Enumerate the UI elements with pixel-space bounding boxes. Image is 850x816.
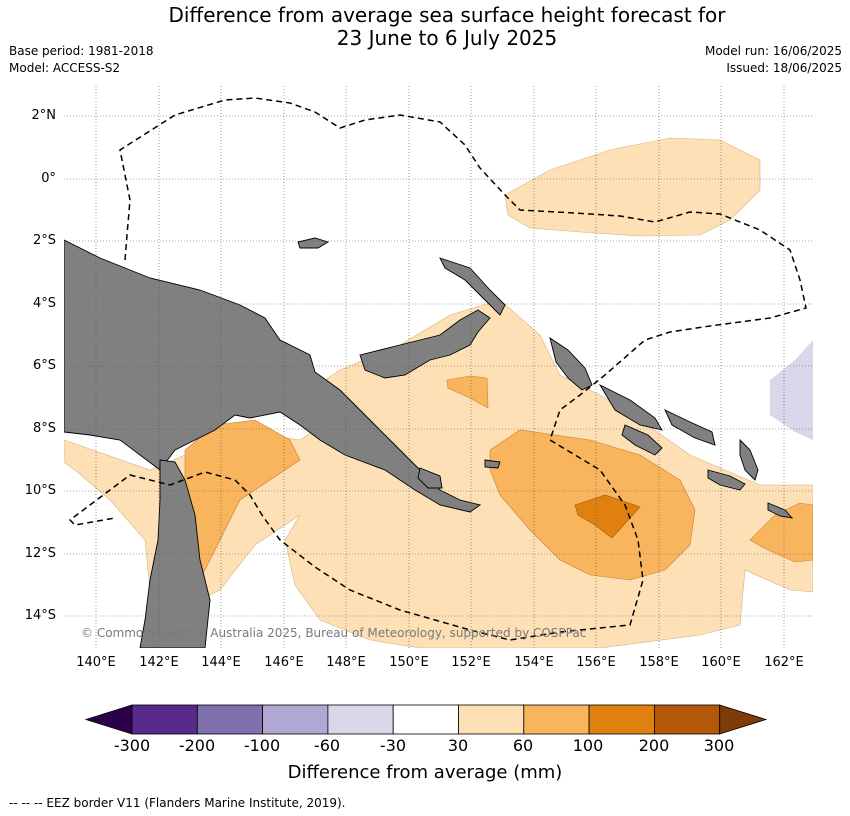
lat-label-2n: 2°N <box>31 108 57 123</box>
lon-label-156e: 156°E <box>576 655 616 670</box>
solomon-islands-central <box>598 383 663 431</box>
bougainville-island <box>549 336 593 391</box>
colorbar-tick-label: 200 <box>638 736 670 755</box>
issued-text: Issued: 18/06/2025 <box>726 61 842 75</box>
colorbar-extend-over <box>719 704 768 735</box>
lon-label-154e: 154°E <box>514 655 554 670</box>
lon-label-150e: 150°E <box>389 655 429 670</box>
anomaly-band-60-100 <box>184 375 813 581</box>
colorbar-segment <box>654 704 721 735</box>
guadalcanal-island <box>621 424 663 456</box>
louisiade-islands <box>417 467 443 489</box>
eez-border-png <box>68 97 807 641</box>
vanuatu-island-north <box>739 438 759 481</box>
colorbar-tick-label: -200 <box>178 736 216 755</box>
map-title-line2: 23 June to 6 July 2025 <box>336 26 558 50</box>
colorbar-tick-label: 300 <box>703 736 735 755</box>
colorbar-segment <box>262 704 329 735</box>
colorbar-tick-label: 100 <box>572 736 604 755</box>
anomaly-band-100-200 <box>574 494 641 539</box>
gridlines <box>64 86 813 648</box>
model-text: Model: ACCESS-S2 <box>9 61 121 75</box>
model-run-text: Model run: 16/06/2025 <box>704 44 842 58</box>
colorbar-tick-label: -300 <box>113 736 151 755</box>
anomaly-region-north <box>504 137 761 237</box>
lon-label-146e: 146°E <box>264 655 304 670</box>
lon-label-158e: 158°E <box>639 655 679 670</box>
vanuatu-island-south <box>767 502 794 519</box>
lat-label-12s: 12°S <box>24 546 56 561</box>
new-guinea-island <box>64 239 482 513</box>
copyright-text: © Commonwealth of Australia 2025, Bureau… <box>81 626 587 640</box>
lat-label-4s: 4°S <box>32 296 56 311</box>
colorbar-tick-label: 60 <box>512 736 534 755</box>
colorbar-segment <box>392 704 459 735</box>
base-period-text: Base period: 1981-2018 <box>9 44 154 58</box>
colorbar-segment <box>523 704 590 735</box>
lon-label-144e: 144°E <box>201 655 241 670</box>
colorbar <box>84 704 768 735</box>
colorbar-segment <box>196 704 264 735</box>
lat-label-14s: 14°S <box>24 608 56 623</box>
anomaly-band-negative-60-30 <box>770 340 813 440</box>
colorbar-segment <box>458 704 525 735</box>
anomaly-region-small <box>446 375 489 409</box>
colorbar-tick-label: -100 <box>243 736 281 755</box>
solomon-islands-east <box>664 409 716 446</box>
manus-island <box>297 237 330 249</box>
lon-label-162e: 162°E <box>764 655 804 670</box>
land <box>64 237 794 648</box>
colorbar-tick-label: 30 <box>447 736 469 755</box>
lon-label-142e: 142°E <box>139 655 179 670</box>
colorbar-segment <box>131 704 198 735</box>
new-britain-island <box>359 309 491 379</box>
colorbar-tick-label: -30 <box>379 736 407 755</box>
lat-label-8s: 8°S <box>32 421 56 436</box>
makira-island <box>707 469 746 491</box>
colorbar-segment <box>588 704 655 735</box>
lat-label-0: 0° <box>41 171 56 186</box>
lat-label-10s: 10°S <box>24 483 56 498</box>
eez-footnote: -- -- -- EEZ border V11 (Flanders Marine… <box>9 796 346 810</box>
eez-border <box>68 97 807 641</box>
new-ireland-island <box>439 257 506 316</box>
lat-label-6s: 6°S <box>32 358 56 373</box>
lon-label-152e: 152°E <box>451 655 491 670</box>
colorbar-extend-under <box>84 704 133 735</box>
colorbar-label: Difference from average (mm) <box>287 762 563 783</box>
map-title-line1: Difference from average sea surface heig… <box>168 3 726 27</box>
lon-label-160e: 160°E <box>701 655 741 670</box>
colorbar-tick-label: -60 <box>313 736 341 755</box>
lat-label-2s: 2°S <box>32 233 56 248</box>
woodlark-island <box>484 459 501 469</box>
lon-label-148e: 148°E <box>326 655 366 670</box>
lon-label-140e: 140°E <box>76 655 116 670</box>
colorbar-segment <box>327 704 394 735</box>
